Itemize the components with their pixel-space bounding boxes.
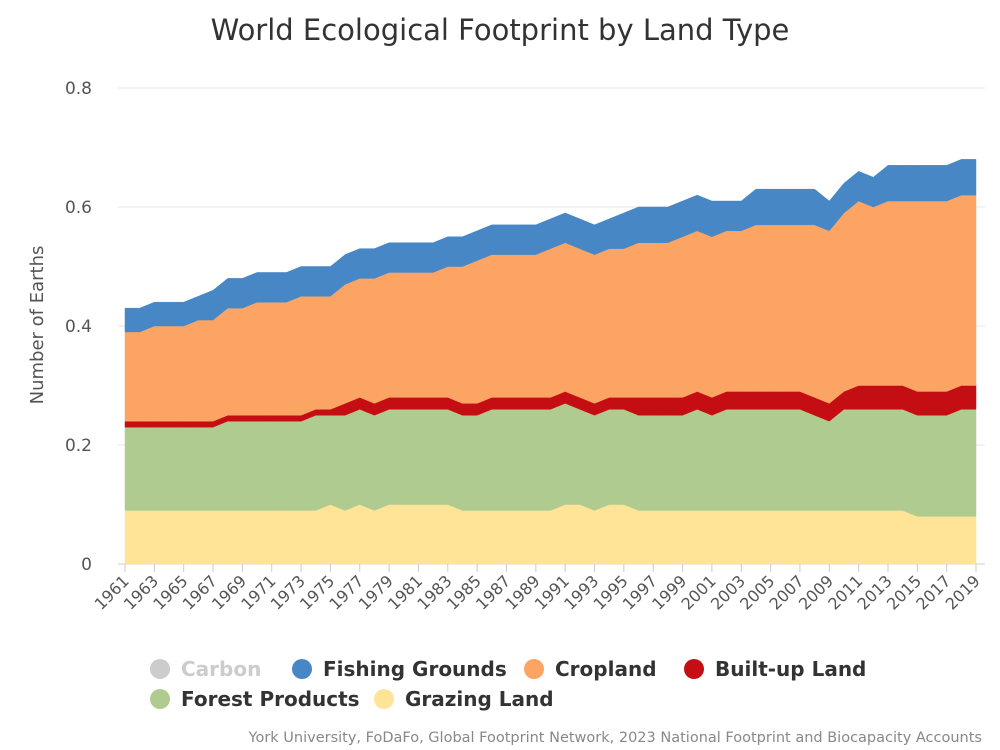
x-axis: 1961196319651967196919711973197519771979… [91,564,984,614]
area-grazing-land[interactable] [124,504,977,565]
credits[interactable]: York University, FoDaFo, Global Footprin… [248,730,982,746]
legend-item-carbon[interactable]: Carbon [150,657,261,681]
legend-label: Fishing Grounds [323,657,507,681]
area-fishing-grounds[interactable] [124,159,977,333]
legend-item-cropland[interactable]: Cropland [524,657,657,681]
legend-label: Cropland [555,657,657,681]
y-axis: 0 0.2 0.4 0.6 0.8 [65,79,92,575]
x-tick-label: 2019 [942,571,984,613]
legend-label: Grazing Land [405,687,554,711]
y-tick-label: 0.2 [65,436,92,456]
legend-swatch [292,659,312,679]
y-tick-label: 0 [81,555,92,575]
y-tick-label: 0.4 [65,317,92,337]
legend-label: Built-up Land [715,657,866,681]
y-tick-label: 0.6 [65,198,92,218]
legend-item-fishing-grounds[interactable]: Fishing Grounds [292,657,507,681]
legend-label: Forest Products [181,687,360,711]
legend-swatch [374,689,394,709]
legend-item-grazing-land[interactable]: Grazing Land [374,687,554,711]
y-axis-label: Number of Earths [27,246,48,405]
legend-swatch [684,659,704,679]
legend-swatch [150,659,170,679]
legend: Carbon Fishing Grounds Cropland Built-up La… [150,657,866,711]
legend-swatch [150,689,170,709]
stacked-areas [124,159,977,565]
legend-item-forest-products[interactable]: Forest Products [150,687,360,711]
legend-label: Carbon [181,657,261,681]
legend-swatch [524,659,544,679]
legend-item-built-up-land[interactable]: Built-up Land [684,657,866,681]
y-tick-label: 0.8 [65,79,92,99]
chart-title: World Ecological Footprint by Land Type [211,13,790,47]
